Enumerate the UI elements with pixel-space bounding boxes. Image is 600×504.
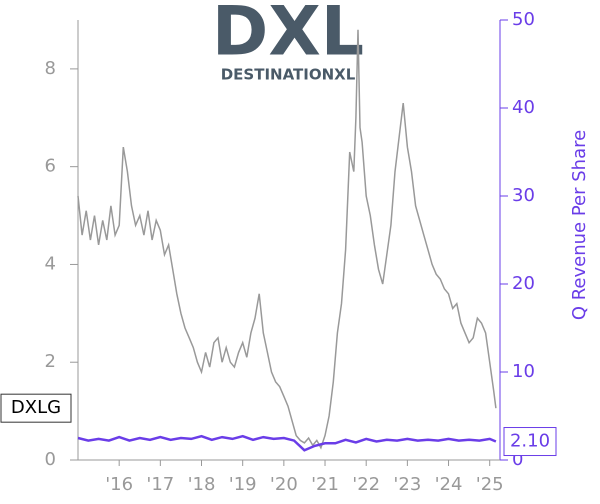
ticker-box xyxy=(0,393,72,423)
x-tick-label: '19 xyxy=(229,474,257,495)
x-tick-label: '18 xyxy=(188,474,216,495)
logo-mark: DXL xyxy=(212,0,364,72)
y-tick-label: 8 xyxy=(45,58,56,79)
x-tick-label: '24 xyxy=(435,474,463,495)
y2-tick-label: 50 xyxy=(512,9,535,30)
y-tick-label: 6 xyxy=(45,156,56,177)
x-tick-label: '16 xyxy=(105,474,133,495)
x-tick-label: '21 xyxy=(311,474,339,495)
value-label: 2.10 xyxy=(510,431,550,452)
x-tick-label: '23 xyxy=(393,474,421,495)
series-line xyxy=(77,29,497,450)
series-line xyxy=(77,434,497,452)
value-label-box xyxy=(503,427,557,457)
y2-tick-label: 10 xyxy=(512,361,535,382)
x-tick-label: '20 xyxy=(270,474,298,495)
y-tick-label: 0 xyxy=(45,449,56,470)
y2-tick-label: 20 xyxy=(512,273,535,294)
y2-tick-label: 0 xyxy=(512,449,523,470)
y-tick-label: 4 xyxy=(45,253,56,274)
x-tick-label: '25 xyxy=(476,474,504,495)
x-tick-label: '22 xyxy=(352,474,380,495)
ticker-label: DXLG xyxy=(11,397,61,418)
x-tick-label: '17 xyxy=(146,474,174,495)
y2-tick-label: 40 xyxy=(512,97,535,118)
y2-tick-label: 30 xyxy=(512,185,535,206)
y-tick-label: 2 xyxy=(45,351,56,372)
y2-axis-label: Q Revenue Per Share xyxy=(569,130,590,320)
logo-name: DESTINATIONXL xyxy=(221,66,356,84)
